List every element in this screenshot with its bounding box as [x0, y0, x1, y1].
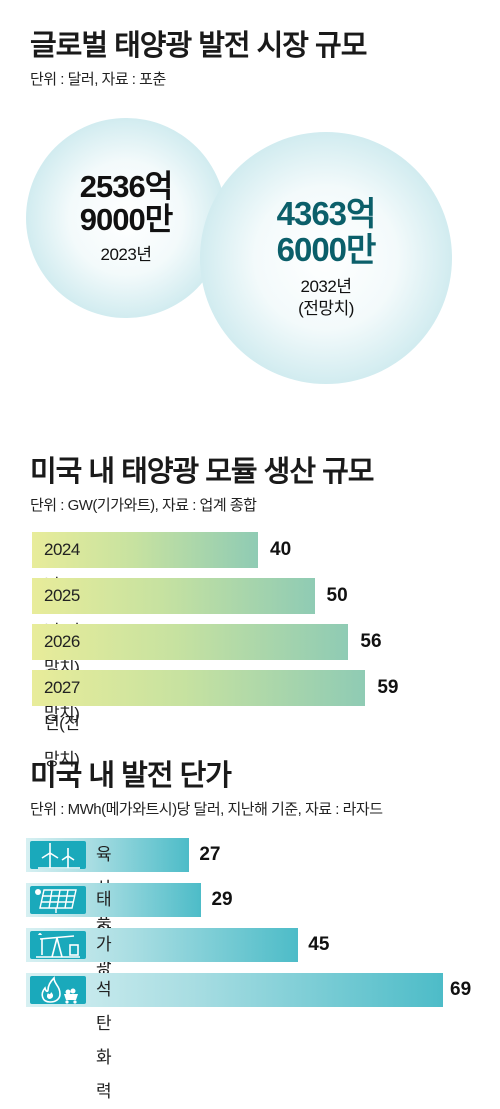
production-bar-value: 40	[270, 539, 292, 560]
bubble-2032-value-line1: 4363억	[276, 195, 377, 232]
coal-fire-icon	[30, 976, 86, 1004]
market-size-title: 글로벌 태양광 발전 시장 규모	[30, 30, 367, 62]
cost-bar-label: 석탄화력	[96, 980, 112, 1101]
generation-cost-unit: 단위 : MWh(메가와트시)당 달러, 지난해 기준, 자료 : 라자드	[30, 801, 383, 818]
bubble-2023-value-line1: 2536억	[79, 169, 173, 204]
gas-pump-jack-icon	[30, 931, 86, 959]
bubble-2032-year: 2032년	[300, 277, 352, 296]
production-bar	[32, 532, 258, 568]
market-size-unit: 단위 : 달러, 자료 : 포춘	[30, 71, 166, 88]
production-bar-value: 59	[377, 677, 399, 698]
bubble-2023: 2536억 9000만 2023년	[26, 118, 226, 318]
production-bar	[32, 578, 315, 614]
bubble-2023-value-line2: 9000만	[79, 202, 173, 237]
bubble-2032: 4363억 6000만 2032년 (전망치)	[200, 132, 452, 384]
bubble-2023-year: 2023년	[100, 245, 152, 264]
cost-bar	[26, 973, 444, 1007]
production-bar-label: 2027년(전망치)	[44, 678, 80, 769]
cost-bar-value: 45	[308, 934, 330, 955]
cost-bar-value: 69	[450, 979, 472, 1000]
bubble-2032-year-note: (전망치)	[298, 299, 354, 318]
generation-cost-title: 미국 내 발전 단가	[30, 760, 232, 792]
module-production-title: 미국 내 태양광 모듈 생산 규모	[30, 456, 374, 488]
bubble-2032-value-line2: 6000만	[276, 231, 377, 268]
wind-turbine-icon	[30, 841, 86, 869]
solar-panel-icon	[30, 886, 86, 914]
cost-bar-value: 29	[211, 889, 233, 910]
module-production-unit: 단위 : GW(기가와트), 자료 : 업계 종합	[30, 497, 257, 514]
production-bar	[32, 624, 349, 660]
production-bar-value: 56	[360, 631, 382, 652]
cost-bar-value: 27	[199, 844, 221, 865]
production-bar	[32, 670, 366, 706]
production-bar-value: 50	[326, 585, 348, 606]
